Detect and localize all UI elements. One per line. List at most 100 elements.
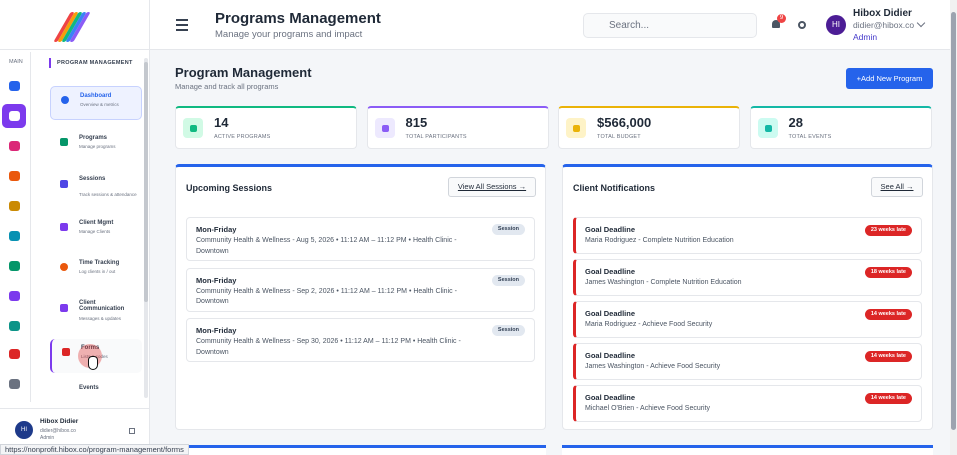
stat-card: 14 ACTIVE PROGRAMS <box>175 106 357 149</box>
rail-icon[interactable] <box>9 261 20 271</box>
session-item[interactable]: Mon-Friday Community Health & Wellness - … <box>186 318 535 362</box>
panel-title: Client Notifications <box>573 183 656 193</box>
sidebar-item-subtitle: Log clients in / out <box>79 269 116 274</box>
sidebar-item[interactable]: Time Tracking Log clients in / out <box>50 254 142 288</box>
search-placeholder: Search... <box>609 20 650 31</box>
item-details: Community Health & Wellness - Sep 2, 202… <box>196 287 457 306</box>
notification-item[interactable]: Goal Deadline James Washington - Achieve … <box>573 343 922 380</box>
user-email: didier@hibox.co <box>853 20 915 30</box>
item-title: Goal Deadline <box>585 267 636 276</box>
sidebar-scroll-thumb <box>144 62 148 302</box>
user-avatar[interactable]: HI <box>826 15 846 35</box>
panel-button[interactable]: View All Sessions → <box>448 177 536 197</box>
rail-icon[interactable] <box>9 81 20 91</box>
sidebar-panel <box>0 0 150 455</box>
notification-item[interactable]: Goal Deadline Maria Rodriguez - Achieve F… <box>573 301 922 338</box>
item-title: Goal Deadline <box>585 393 636 402</box>
footer-role: Admin <box>40 435 55 441</box>
stat-label: TOTAL PARTICIPANTS <box>405 134 467 140</box>
next-panel-top <box>175 445 546 455</box>
late-badge: 18 weeks late <box>864 267 912 278</box>
item-details: James Washington - Complete Nutrition Ed… <box>585 279 742 286</box>
panel: Client Notifications See All → Goal Deadli… <box>562 164 933 430</box>
sidebar-icon <box>62 348 70 356</box>
rail-icon[interactable] <box>9 321 20 331</box>
sidebar-icon <box>60 304 68 312</box>
late-badge: 14 weeks late <box>864 393 912 404</box>
item-title: Goal Deadline <box>585 225 636 234</box>
stat-value: 815 <box>405 115 428 130</box>
rail-divider <box>30 52 31 402</box>
stat-value: $566,000 <box>597 115 652 130</box>
late-badge: 14 weeks late <box>864 351 912 362</box>
late-badge: 23 weeks late <box>864 225 912 236</box>
notification-item[interactable]: Goal Deadline Maria Rodriguez - Complete … <box>573 217 922 254</box>
sidebar-item[interactable]: Client Mgmt Manage Clients <box>50 214 142 248</box>
sidebar-item[interactable]: Dashboard Overview & metrics <box>50 86 142 120</box>
footer-email: didier@hibox.co <box>40 428 76 434</box>
settings-icon[interactable] <box>798 21 806 29</box>
sidebar-icon <box>60 223 68 231</box>
rail-icon[interactable] <box>9 231 20 241</box>
stat-card: 815 TOTAL PARTICIPANTS <box>366 106 549 149</box>
notification-item[interactable]: Goal Deadline James Washington - Complete… <box>573 259 922 296</box>
panel: Upcoming Sessions View All Sessions → Mon-… <box>175 164 546 430</box>
menu-button[interactable] <box>176 19 188 31</box>
rail-icon[interactable] <box>9 201 20 211</box>
menu-bar <box>176 24 188 26</box>
late-badge: 14 weeks late <box>864 309 912 320</box>
search-box[interactable]: Search... <box>583 13 757 38</box>
rail-icon[interactable] <box>9 141 20 151</box>
sidebar-item-subtitle: Manage Clients <box>79 229 111 234</box>
sidebar-item[interactable]: Client Communication Messages & updates <box>50 294 142 328</box>
sidebar-item[interactable]: Programs Manage programs <box>50 129 142 163</box>
user-name: Hibox Didier <box>853 8 912 19</box>
external-link-icon[interactable] <box>129 428 135 434</box>
session-badge: Session <box>491 325 525 336</box>
add-program-button[interactable]: +Add New Program <box>846 68 933 89</box>
sidebar-item-subtitle: Overview & metrics <box>80 102 119 107</box>
panel-title: Upcoming Sessions <box>186 183 273 193</box>
session-item[interactable]: Mon-Friday Community Health & Wellness - … <box>186 217 535 261</box>
sidebar-item-subtitle: Manage programs <box>79 144 116 149</box>
item-title: Mon-Friday <box>196 225 237 234</box>
session-badge: Session <box>491 274 525 286</box>
rail-icon[interactable] <box>9 349 20 359</box>
item-details: Michael O'Brien - Achieve Food Security <box>585 405 711 412</box>
item-details: Community Health & Wellness - Sep 30, 20… <box>196 338 461 356</box>
stat-card: 28 TOTAL EVENTS <box>749 106 932 149</box>
bell-icon[interactable] <box>772 20 780 28</box>
item-title: Mon-Friday <box>196 326 237 335</box>
rail-label: MAIN <box>9 59 23 65</box>
stat-icon-glyph <box>573 125 580 132</box>
notification-badge: 9 <box>777 14 786 23</box>
rail-icon[interactable] <box>9 379 20 389</box>
page-scroll-thumb <box>951 12 956 430</box>
stat-icon-glyph <box>764 125 772 132</box>
item-title: Mon-Friday <box>196 275 237 285</box>
sidebar-item-subtitle: Messages & updates <box>79 316 122 321</box>
top-header <box>150 0 950 50</box>
rail-icon[interactable] <box>9 111 20 121</box>
sidebar-icon <box>60 138 68 146</box>
sidebar-item[interactable]: Sessions Track sessions & attendance <box>50 170 142 204</box>
footer-name: Hibox Didier <box>40 418 79 425</box>
item-details: James Washington - Achieve Food Security <box>585 363 721 370</box>
sidebar-item-subtitle: Track sessions & attendance <box>79 192 137 197</box>
panel-button[interactable]: See All → <box>871 177 923 197</box>
rail-icon[interactable] <box>9 291 20 301</box>
item-title: Goal Deadline <box>585 351 636 360</box>
session-item[interactable]: Mon-Friday Community Health & Wellness - … <box>186 267 535 312</box>
sidebar-icon <box>60 263 68 271</box>
rail-icon[interactable] <box>9 171 20 181</box>
sidebar-icon <box>60 180 68 188</box>
status-url: https://nonprofit.hibox.co/program-manag… <box>0 444 189 455</box>
notification-item[interactable]: Goal Deadline Michael O'Brien - Achieve F… <box>573 385 922 422</box>
sidebar-item-title: Time Tracking <box>79 260 120 266</box>
sidebar-item-title: Programs <box>79 135 108 141</box>
sidebar-item[interactable]: Events <box>50 383 142 397</box>
stat-value: 14 <box>214 115 229 130</box>
header-subtitle: Manage your programs and impact <box>215 29 363 40</box>
